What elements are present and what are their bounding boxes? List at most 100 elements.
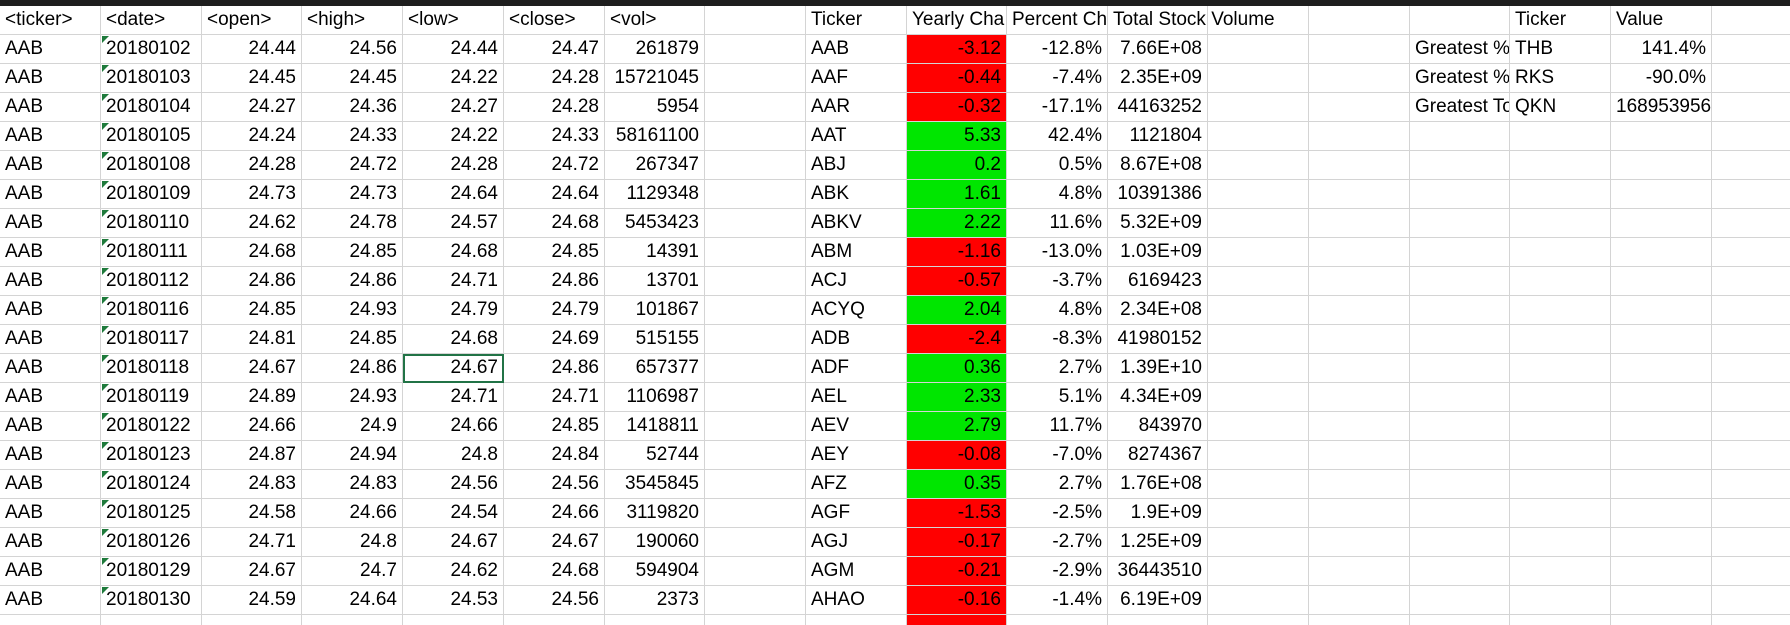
raw-data-cell[interactable]: 15721045: [605, 64, 705, 93]
summary-header-cell[interactable]: Total Stock Volume: [1108, 6, 1275, 35]
total-volume-cell[interactable]: 1121804: [1108, 122, 1208, 151]
raw-data-cell[interactable]: 24.85: [504, 412, 605, 441]
cell[interactable]: [1712, 441, 1790, 470]
yearly-change-cell[interactable]: 2.22: [907, 209, 1007, 238]
raw-data-cell[interactable]: AAB: [0, 586, 101, 615]
raw-data-cell[interactable]: 24.27: [403, 93, 504, 122]
raw-data-cell[interactable]: 24.94: [302, 441, 403, 470]
percent-change-cell[interactable]: -1.4%: [1007, 586, 1108, 615]
raw-data-cell[interactable]: 1418811: [605, 412, 705, 441]
cell[interactable]: [705, 499, 806, 528]
raw-data-cell[interactable]: 20180109: [101, 180, 202, 209]
summary-ticker-cell[interactable]: ABKV: [806, 209, 907, 238]
raw-data-cell[interactable]: AAB: [0, 325, 101, 354]
cell[interactable]: [1309, 151, 1410, 180]
raw-data-cell[interactable]: 20180130: [101, 586, 202, 615]
raw-data-cell[interactable]: 20180112: [101, 267, 202, 296]
greatest-ticker-cell[interactable]: QKN: [1510, 93, 1611, 122]
cell[interactable]: [1208, 64, 1309, 93]
cell[interactable]: [1712, 470, 1790, 499]
cell[interactable]: [1712, 64, 1790, 93]
cell[interactable]: [1410, 528, 1510, 557]
cell[interactable]: [1410, 180, 1510, 209]
cell[interactable]: [1309, 6, 1410, 35]
raw-data-cell[interactable]: 24.53: [403, 586, 504, 615]
raw-data-cell[interactable]: 24.72: [504, 151, 605, 180]
yearly-change-cell[interactable]: -0.44: [907, 64, 1007, 93]
raw-data-cell[interactable]: 1129348: [605, 180, 705, 209]
cell[interactable]: [1410, 122, 1510, 151]
total-volume-cell[interactable]: 8274367: [1108, 441, 1208, 470]
spreadsheet-grid[interactable]: <ticker> <date> <open> <high> <low> <close> <v…: [0, 6, 1790, 625]
cell[interactable]: [1309, 93, 1410, 122]
cell[interactable]: [705, 151, 806, 180]
cell[interactable]: [1510, 122, 1611, 151]
percent-change-cell[interactable]: -13.0%: [1007, 238, 1108, 267]
summary-header-cell[interactable]: Ticker: [806, 6, 907, 35]
summary-ticker-cell[interactable]: AHAO: [806, 586, 907, 615]
raw-data-cell[interactable]: 24.66: [302, 499, 403, 528]
cell[interactable]: [1410, 296, 1510, 325]
cell[interactable]: [1712, 209, 1790, 238]
raw-data-cell[interactable]: 58161100: [605, 122, 705, 151]
raw-data-cell[interactable]: 24.64: [403, 180, 504, 209]
raw-data-cell[interactable]: 5453423: [605, 209, 705, 238]
cell[interactable]: [1611, 528, 1712, 557]
raw-data-cell[interactable]: 20180108: [101, 151, 202, 180]
yearly-change-cell[interactable]: 0.35: [907, 470, 1007, 499]
cell[interactable]: [1712, 412, 1790, 441]
cell[interactable]: [1208, 35, 1309, 64]
raw-data-cell[interactable]: 24.28: [403, 151, 504, 180]
raw-data-cell[interactable]: 24.93: [302, 383, 403, 412]
raw-data-cell[interactable]: 24.62: [202, 209, 302, 238]
raw-data-cell[interactable]: 24.8: [403, 441, 504, 470]
raw-data-cell[interactable]: 24.86: [302, 267, 403, 296]
total-volume-cell[interactable]: 5.32E+09: [1108, 209, 1208, 238]
cell[interactable]: [1712, 528, 1790, 557]
cell[interactable]: [1208, 557, 1309, 586]
summary-header-cell[interactable]: Yearly Cha: [907, 6, 1007, 35]
cell[interactable]: [705, 209, 806, 238]
raw-data-cell[interactable]: 24.58: [202, 499, 302, 528]
cell[interactable]: [705, 615, 806, 625]
cell[interactable]: [1208, 528, 1309, 557]
raw-data-cell[interactable]: 24.59: [202, 586, 302, 615]
raw-data-cell[interactable]: 3119820: [605, 499, 705, 528]
greatest-value-cell[interactable]: 1689539560106: [1611, 93, 1712, 122]
raw-data-cell[interactable]: 24.44: [403, 35, 504, 64]
raw-data-cell[interactable]: AAB: [0, 93, 101, 122]
raw-data-cell[interactable]: 24.28: [504, 93, 605, 122]
percent-change-cell[interactable]: 2.7%: [1007, 470, 1108, 499]
percent-change-cell[interactable]: 5.1%: [1007, 383, 1108, 412]
cell[interactable]: [1510, 383, 1611, 412]
raw-header-cell[interactable]: <close>: [504, 6, 605, 35]
raw-data-cell[interactable]: 24.67: [504, 528, 605, 557]
total-volume-cell[interactable]: 8.67E+08: [1108, 151, 1208, 180]
raw-data-cell[interactable]: 24.67: [403, 354, 504, 383]
raw-data-cell[interactable]: 24.22: [403, 122, 504, 151]
raw-data-cell[interactable]: 20180117: [101, 325, 202, 354]
raw-data-cell[interactable]: 24.93: [302, 296, 403, 325]
raw-data-cell[interactable]: 24.69: [504, 325, 605, 354]
summary-ticker-cell[interactable]: AAT: [806, 122, 907, 151]
cell[interactable]: [705, 383, 806, 412]
raw-data-cell[interactable]: 24.68: [202, 238, 302, 267]
cell[interactable]: [1712, 586, 1790, 615]
summary-ticker-cell[interactable]: ACJ: [806, 267, 907, 296]
cell[interactable]: [1712, 6, 1790, 35]
raw-data-cell[interactable]: 24.71: [403, 267, 504, 296]
cell[interactable]: [1208, 499, 1309, 528]
raw-data-cell[interactable]: 24.36: [302, 93, 403, 122]
raw-data-cell[interactable]: AAB: [0, 35, 101, 64]
cell[interactable]: [1712, 354, 1790, 383]
summary-ticker-cell[interactable]: AEL: [806, 383, 907, 412]
percent-change-cell[interactable]: -7.4%: [1007, 64, 1108, 93]
raw-data-cell[interactable]: 24.86: [202, 267, 302, 296]
summary-ticker-cell[interactable]: ABJ: [806, 151, 907, 180]
raw-data-cell[interactable]: AAB: [0, 122, 101, 151]
raw-data-cell[interactable]: 52744: [605, 441, 705, 470]
cell[interactable]: [605, 615, 705, 625]
cell[interactable]: [705, 296, 806, 325]
cell[interactable]: [1510, 325, 1611, 354]
raw-data-cell[interactable]: 24.86: [302, 354, 403, 383]
